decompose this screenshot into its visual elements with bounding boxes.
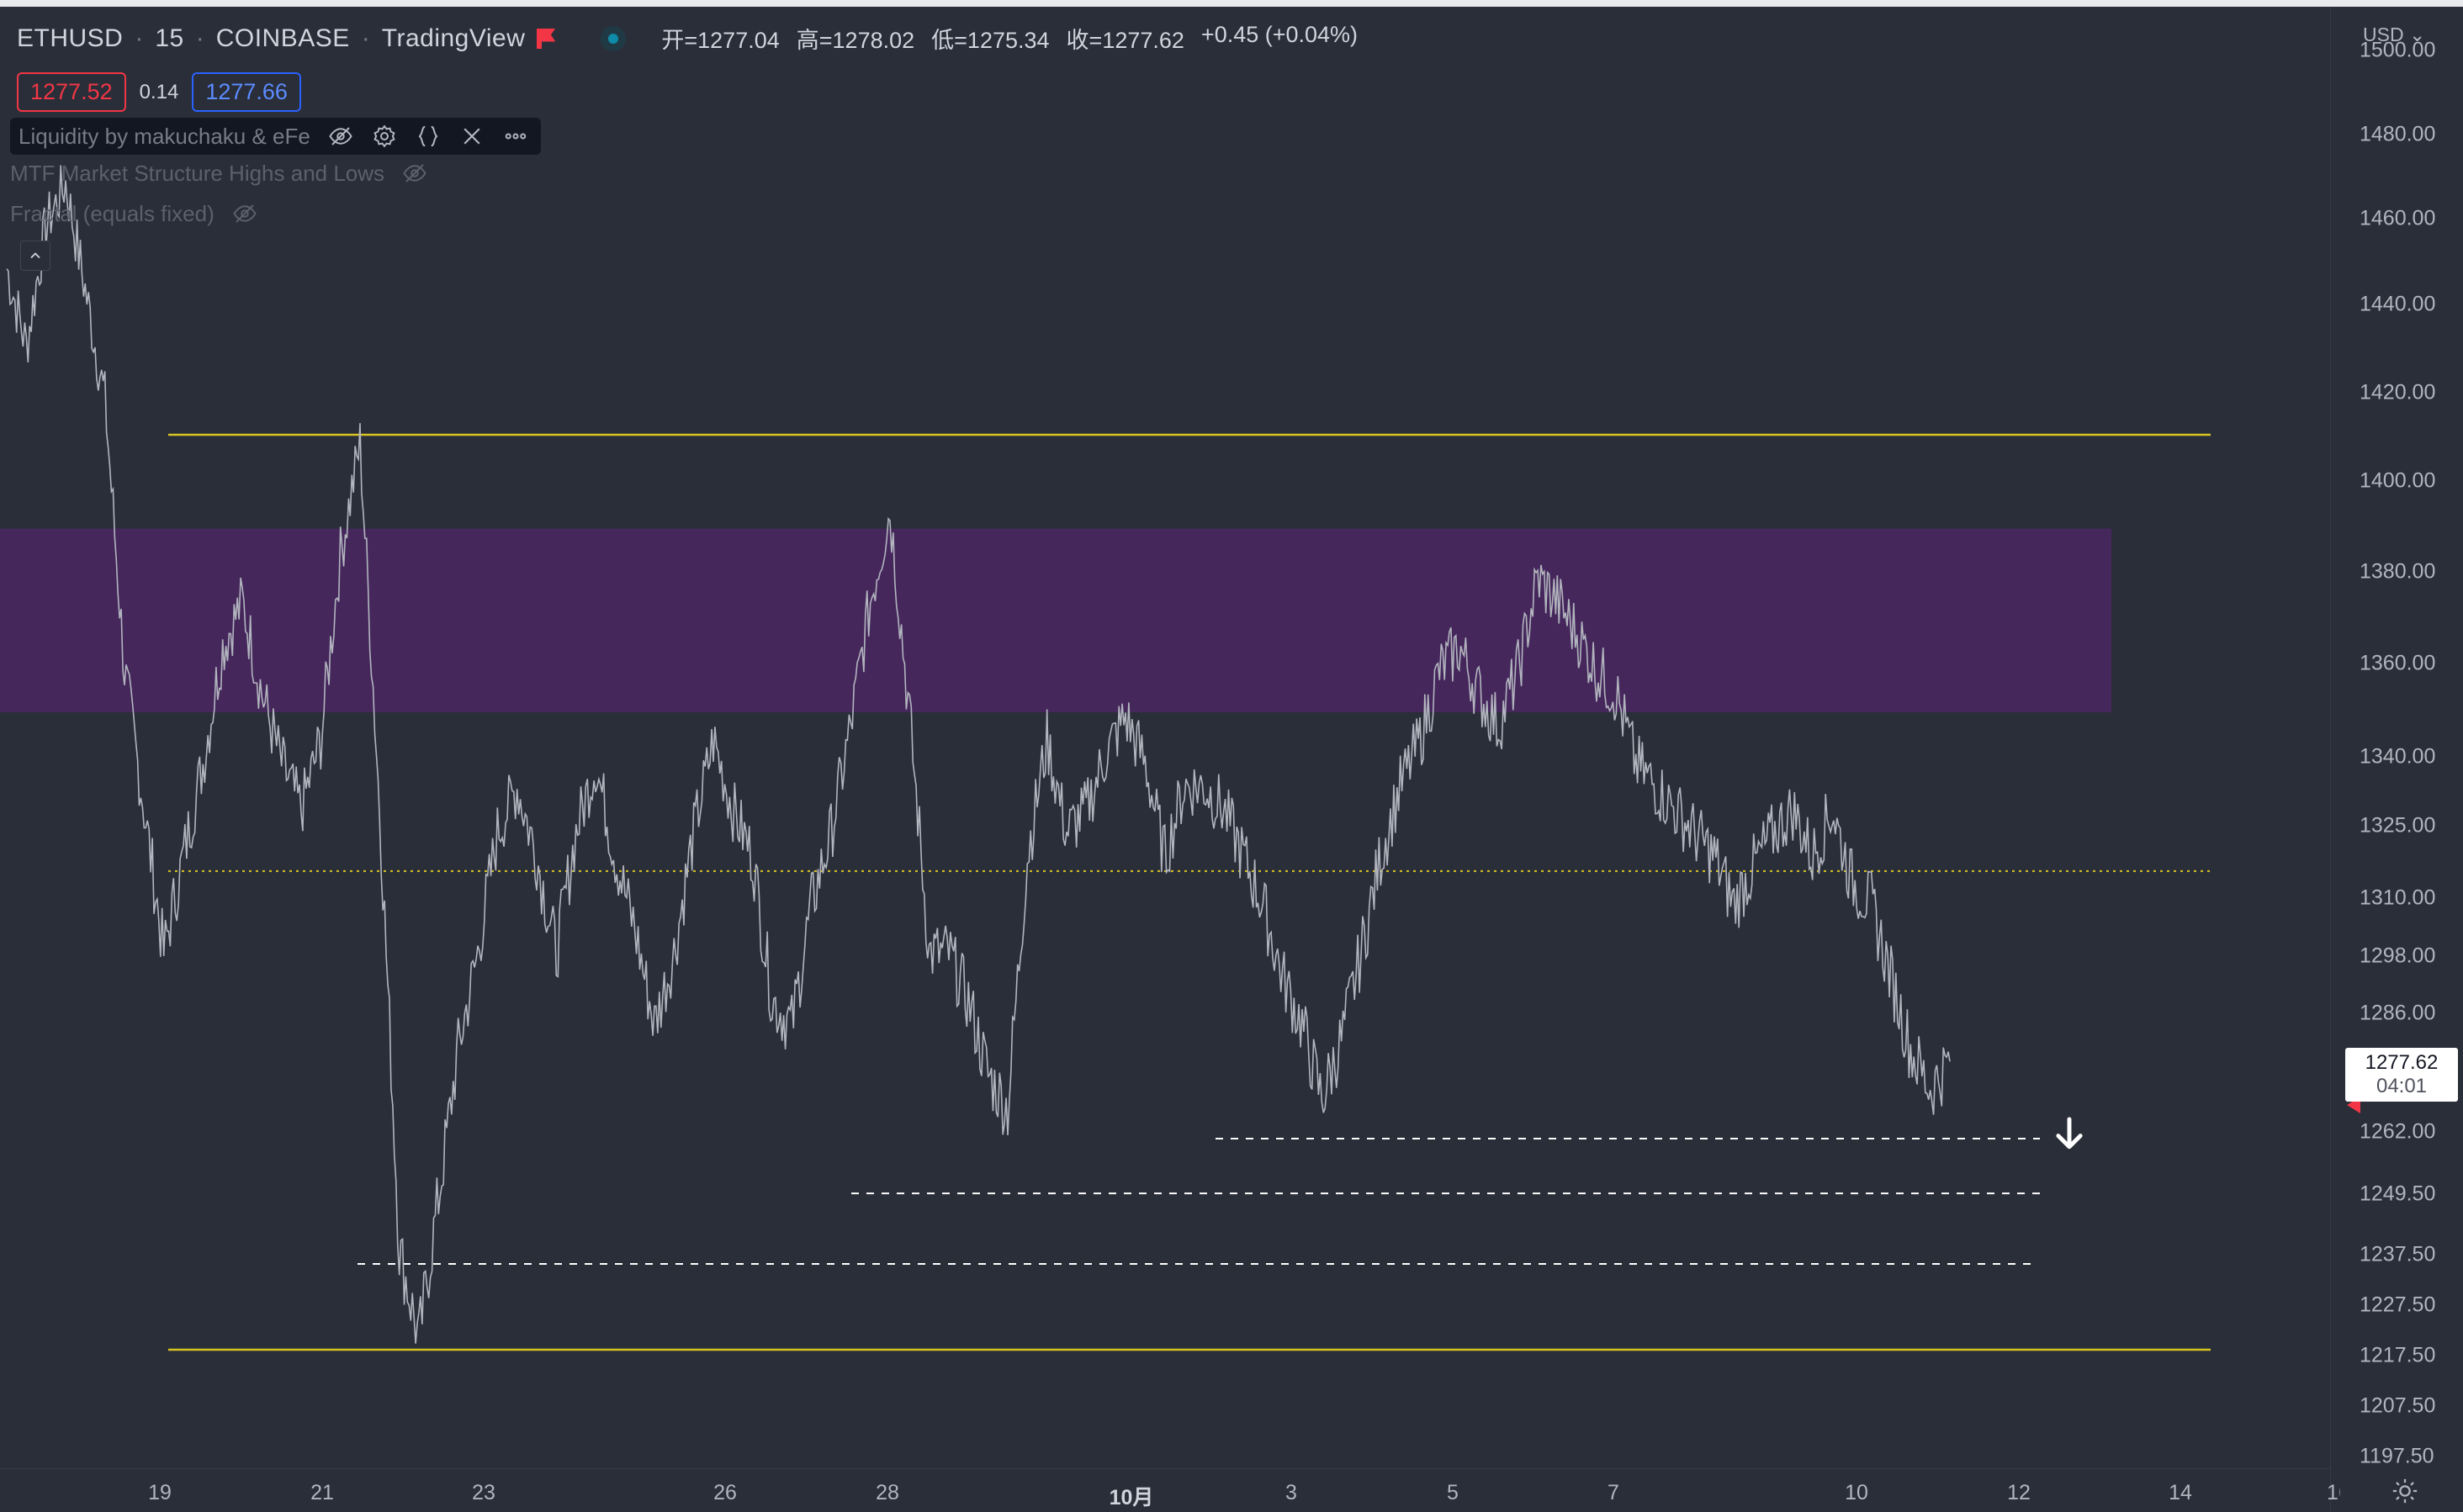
price-pane[interactable]: [0, 7, 2330, 1468]
separator-dot: ·: [361, 24, 370, 52]
time-tick: 12: [2007, 1481, 2031, 1504]
time-tick: 21: [310, 1481, 334, 1504]
high-value: 1278.02: [832, 28, 915, 53]
gear-icon[interactable]: [371, 123, 398, 150]
time-tick: 10月: [1109, 1486, 1154, 1509]
symbol-name[interactable]: ETHUSD: [17, 24, 124, 52]
bar-countdown: 04:01: [2376, 1075, 2428, 1097]
chart-window: ETHUSD · 15 · COINBASE · TradingView 开=1…: [0, 7, 2463, 1512]
time-axis[interactable]: 19 21 23 26 28 10月 3 5 7 10 12 14 16: [0, 1468, 2340, 1512]
indicator-name: Liquidity by makuchaku & eFe: [19, 123, 310, 149]
interval-label[interactable]: 15: [155, 24, 184, 52]
arrow-down-icon: [2052, 1115, 2086, 1154]
ohlc-low: 低=1275.34: [931, 22, 1049, 55]
close-value: 1277.62: [1102, 28, 1184, 53]
time-tick: 19: [148, 1481, 172, 1504]
symbol-legend: ETHUSD · 15 · COINBASE · TradingView 开=1…: [17, 22, 1358, 55]
price-tick: 1227.50: [2360, 1293, 2436, 1317]
ohlc-open: 开=1277.04: [661, 22, 779, 55]
ohlc-close: 收=1277.62: [1067, 22, 1184, 55]
resistance-zone: [0, 528, 2111, 712]
price-tick: 1325.00: [2360, 813, 2436, 838]
price-tick: 1440.00: [2360, 292, 2436, 316]
spread-value: 0.14: [139, 80, 179, 103]
price-tick: 1237.50: [2360, 1242, 2436, 1266]
chevron-up-icon[interactable]: [20, 241, 50, 271]
quote-panel: 1277.52 0.14 1277.66: [17, 72, 301, 112]
price-tick: 1460.00: [2360, 206, 2436, 230]
price-tick: 1249.50: [2360, 1182, 2436, 1206]
price-tick: 1400.00: [2360, 468, 2436, 493]
price-tick: 1380.00: [2360, 559, 2436, 584]
time-tick: 5: [1447, 1481, 1459, 1504]
time-tick: 14: [2169, 1481, 2192, 1504]
high-label: 高=: [796, 28, 833, 53]
open-label: 开=: [661, 28, 698, 53]
price-tick: 1500.00: [2360, 38, 2436, 62]
eye-off-icon[interactable]: [327, 123, 354, 150]
change-value: +0.45 (+0.04%): [1200, 22, 1359, 47]
time-tick: 3: [1285, 1481, 1297, 1504]
price-tick: 1420.00: [2360, 380, 2436, 404]
exchange-label: COINBASE: [215, 24, 350, 52]
low-label: 低=: [931, 28, 967, 53]
open-value: 1277.04: [697, 28, 780, 53]
time-tick: 10: [1845, 1481, 1868, 1504]
eye-off-icon[interactable]: [401, 160, 428, 187]
sell-price-button[interactable]: 1277.52: [17, 72, 126, 112]
price-tick: 1197.50: [2360, 1444, 2434, 1468]
currency-selector[interactable]: USD ⌄: [2363, 24, 2426, 45]
settings-icon[interactable]: [2391, 1477, 2421, 1507]
eye-off-icon[interactable]: [231, 200, 258, 227]
separator-dot: ·: [135, 24, 144, 52]
live-dot-icon: [601, 25, 627, 51]
price-tick: 1310.00: [2360, 886, 2436, 910]
window-top-strip: [0, 0, 2463, 7]
close-label: 收=: [1066, 28, 1103, 53]
price-tick: 1217.50: [2360, 1343, 2436, 1367]
indicator-mtf-structure[interactable]: MTF Market Structure Highs and Lows: [10, 160, 428, 187]
ohlc-high: 高=1278.02: [797, 22, 914, 55]
price-tick: 1262.00: [2360, 1119, 2436, 1144]
indicator-liquidity[interactable]: Liquidity by makuchaku & eFe: [10, 118, 541, 155]
time-tick: 26: [713, 1481, 737, 1504]
indicator-name: Fractal (equals fixed): [10, 200, 215, 226]
price-series-line: [6, 165, 1951, 1344]
price-tick: 1298.00: [2360, 944, 2436, 968]
braces-icon[interactable]: [415, 123, 442, 150]
low-value: 1275.34: [967, 28, 1050, 53]
price-axis[interactable]: USD ⌄ 1500.00 1480.00 1460.00 1440.00 1420.0…: [2330, 7, 2463, 1512]
price-tick: 1286.00: [2360, 1001, 2436, 1025]
price-tick: 1207.50: [2360, 1393, 2436, 1418]
flag-icon[interactable]: [537, 28, 555, 49]
currency-label: USD: [2363, 24, 2404, 45]
ohlc-values: 开=1277.04 高=1278.02 低=1275.34 收=1277.62 …: [661, 22, 1358, 55]
time-tick: 28: [876, 1481, 899, 1504]
last-price-label: 1277.62 04:01: [2345, 1048, 2458, 1102]
more-icon[interactable]: [502, 123, 529, 150]
close-icon[interactable]: [458, 123, 485, 150]
time-tick: 16: [2327, 1481, 2350, 1504]
buy-price-button[interactable]: 1277.66: [192, 72, 301, 112]
platform-label: TradingView: [381, 24, 526, 52]
separator-dot: ·: [195, 24, 204, 52]
time-tick: 23: [472, 1481, 495, 1504]
indicator-fractal[interactable]: Fractal (equals fixed): [10, 200, 258, 227]
price-tick: 1340.00: [2360, 744, 2436, 769]
price-tick: 1360.00: [2360, 651, 2436, 675]
last-price-value: 1277.62: [2365, 1051, 2439, 1074]
price-tick: 1480.00: [2360, 122, 2436, 146]
indicator-name: MTF Market Structure Highs and Lows: [10, 160, 385, 186]
time-tick: 7: [1608, 1481, 1619, 1504]
